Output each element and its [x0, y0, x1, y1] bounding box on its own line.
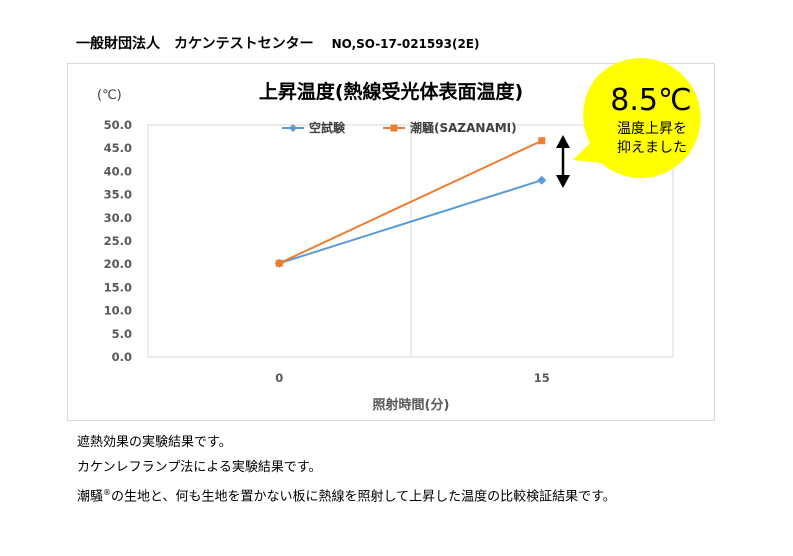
y-tick-label: 10.0	[104, 304, 132, 318]
y-tick-label: 0.0	[112, 350, 132, 364]
series-line	[278, 139, 543, 265]
y-tick-label: 15.0	[104, 280, 132, 294]
footnote-1: 遮熱効果の実験結果です。	[77, 435, 232, 450]
legend-marker	[289, 124, 297, 132]
footnotes: 遮熱効果の実験結果です。 カケンレフランプ法による実験結果です。 潮騒®の生地と…	[77, 430, 616, 509]
chart-title: 上昇温度(熱線受光体表面温度)	[259, 80, 523, 103]
data-point	[538, 137, 546, 145]
y-tick-label: 45.0	[104, 141, 132, 155]
callout-value: 8.5℃	[610, 83, 691, 118]
legend-label: 潮騒(SAZANAMI)	[410, 120, 517, 135]
chart-legend: 空試験 潮騒(SAZANAMI)	[282, 120, 517, 135]
y-tick-label: 35.0	[104, 188, 132, 202]
y-tick-label: 25.0	[104, 234, 132, 248]
org-header: 一般財団法人 カケンテストセンター NO,SO-17-021593(2E)	[76, 33, 479, 53]
footnote-2: カケンレフランプ法による実験結果です。	[77, 460, 322, 475]
registered-mark: ®	[103, 488, 112, 497]
series-line	[278, 179, 543, 265]
y-axis-unit: (℃)	[97, 88, 122, 103]
data-point	[275, 259, 283, 267]
y-tick-label: 50.0	[104, 118, 132, 132]
footnote-3-brand: 潮騒	[77, 489, 104, 505]
plot-area	[147, 124, 674, 358]
footnote-3: 潮騒®の生地と、何も生地を置かない板に熱線を照射して上昇した温度の比較検証結果で…	[77, 480, 616, 509]
x-tick-labels: 0 15	[275, 371, 550, 385]
legend-marker	[390, 124, 398, 132]
organization-name: 一般財団法人 カケンテストセンター	[76, 36, 314, 52]
callout-bubble: 8.5℃ 温度上昇を 抑えました	[573, 58, 701, 179]
callout-shape	[573, 58, 701, 179]
x-tick-label: 15	[534, 371, 550, 385]
data-point	[537, 175, 547, 185]
callout-line-2: 抑えました	[617, 140, 687, 156]
series-markers	[274, 137, 547, 268]
legend-label: 空試験	[309, 120, 346, 135]
x-tick-label: 0	[275, 371, 283, 385]
certificate-number: NO,SO-17-021593(2E)	[331, 37, 480, 51]
difference-arrow	[556, 135, 570, 188]
y-tick-label: 40.0	[104, 164, 132, 178]
series-lines	[278, 139, 543, 265]
y-tick-label: 20.0	[104, 257, 132, 271]
y-tick-label: 30.0	[104, 211, 132, 225]
y-tick-labels: 0.0 5.0 10.0 15.0 20.0 25.0 30.0 35.0 40.0 45.0 50…	[104, 118, 132, 364]
chart-frame	[67, 63, 715, 421]
callout-line-1: 温度上昇を	[617, 121, 687, 137]
y-tick-label: 5.0	[112, 327, 132, 341]
x-axis-title: 照射時間(分)	[373, 397, 450, 413]
footnote-3-text: の生地と、何も生地を置かない板に熱線を照射して上昇した温度の比較検証結果です。	[111, 489, 616, 505]
